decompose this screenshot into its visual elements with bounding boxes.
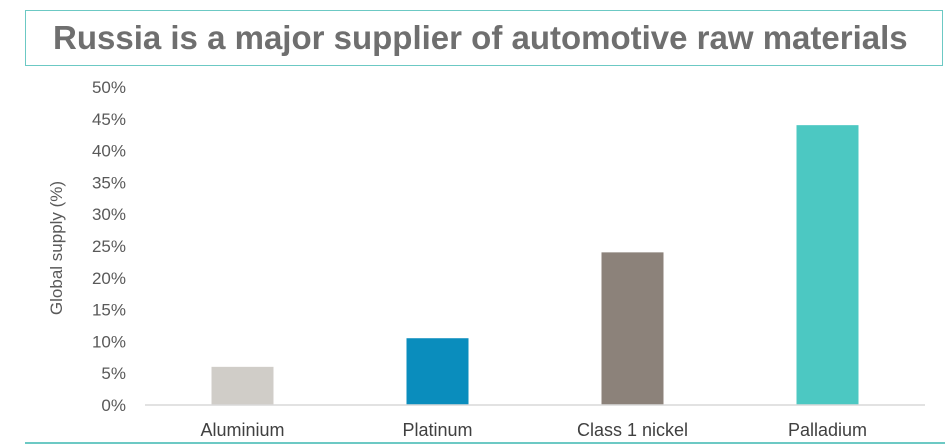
bars <box>211 125 859 405</box>
bar-class-1-nickel <box>601 252 664 405</box>
x-tick-label: Platinum <box>402 420 472 440</box>
y-tick-label: 50% <box>92 78 126 97</box>
y-tick-label: 30% <box>92 205 126 224</box>
chart-title: Russia is a major supplier of automotive… <box>53 19 908 56</box>
y-axis-label: Global supply (%) <box>47 181 66 315</box>
x-tick-label: Aluminium <box>200 420 284 440</box>
y-tick-label: 15% <box>92 301 126 320</box>
bar-platinum <box>406 338 469 405</box>
x-tick-label: Class 1 nickel <box>577 420 688 440</box>
y-tick-label: 45% <box>92 110 126 129</box>
y-tick-label: 25% <box>92 237 126 256</box>
y-tick-label: 0% <box>101 396 126 415</box>
bar-palladium <box>796 125 859 405</box>
y-tick-label: 10% <box>92 332 126 351</box>
x-tick-label: Palladium <box>788 420 867 440</box>
chart-title-box: Russia is a major supplier of automotive… <box>25 10 943 66</box>
y-tick-label: 35% <box>92 173 126 192</box>
y-tick-label: 40% <box>92 142 126 161</box>
y-axis-ticks: 0% 5% 10% 15% 20% 25% 30% 35% 40% 45% 50% <box>92 78 126 415</box>
bottom-rule <box>25 442 945 444</box>
y-tick-label: 5% <box>101 364 126 383</box>
x-axis-ticks: Aluminium Platinum Class 1 nickel Palladium <box>200 420 867 440</box>
y-tick-label: 20% <box>92 269 126 288</box>
bar-aluminium <box>211 366 274 405</box>
